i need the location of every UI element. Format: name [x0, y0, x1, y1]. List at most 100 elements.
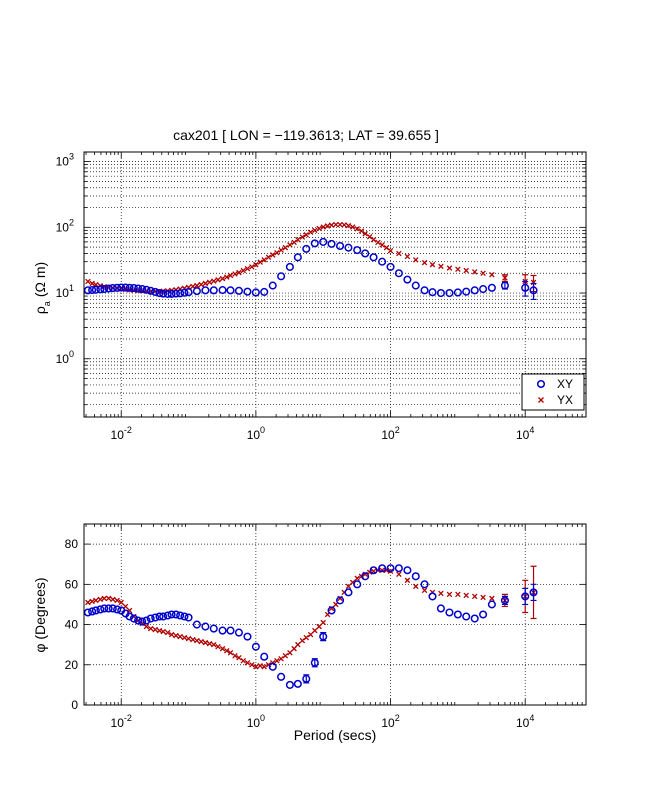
phase-yx-point	[463, 592, 469, 599]
phase-yx-point	[413, 583, 419, 590]
resistivity-yx-point	[404, 253, 411, 260]
resistivity-y-tick-label: 100	[56, 349, 74, 366]
resistivity-x-tick-label: 100	[247, 425, 265, 442]
resistivity-xy-point	[146, 286, 155, 295]
phase-yx-point	[396, 571, 402, 578]
phase-xy-point	[125, 612, 134, 621]
phase-yx-point	[278, 655, 284, 662]
resistivity-yx-point	[85, 278, 91, 285]
resistivity-xy-point	[180, 288, 189, 297]
phase-yx-point	[147, 625, 154, 632]
phase-y-tick-label: 20	[65, 658, 79, 672]
resistivity-xy-point	[529, 286, 538, 295]
resistivity-yx-point	[194, 282, 200, 289]
phase-xy-point	[369, 566, 378, 575]
phase-yx-point	[152, 626, 158, 633]
phase-yx-point	[224, 647, 230, 654]
resistivity-xy-point	[386, 262, 395, 271]
phase-xy-point	[100, 604, 109, 613]
phase-yx-point	[198, 638, 204, 645]
phase-yx-point	[261, 664, 267, 670]
phase-yx-point	[257, 663, 263, 669]
resistivity-xy-point	[209, 286, 218, 295]
resistivity-xy-point	[138, 285, 147, 294]
phase-xy-point	[453, 610, 462, 619]
legend: XY YX	[521, 373, 585, 411]
phase-xy-point	[411, 572, 420, 581]
resistivity-xy-point	[234, 286, 243, 295]
resistivity-xy-point	[108, 284, 117, 293]
resistivity-yx-point	[413, 257, 419, 263]
phase-data	[83, 564, 538, 689]
resistivity-yx-point	[227, 272, 234, 279]
resistivity-yx-point	[354, 226, 360, 232]
resistivity-yx-point	[219, 275, 226, 282]
resistivity-xy-point	[479, 285, 488, 294]
phase-xy-point	[470, 614, 479, 623]
resistivity-yx-point	[328, 222, 335, 228]
resistivity-yx-point	[278, 247, 284, 253]
resistivity-yx-point	[312, 227, 318, 234]
resistivity-yx-point	[261, 257, 267, 263]
phase-yx-point	[177, 633, 183, 640]
phase-yx-point	[93, 597, 99, 604]
resistivity-yx-point	[375, 239, 381, 246]
phase-xy-point	[251, 642, 260, 651]
resistivity-xy-point	[394, 269, 403, 278]
phase-xy-point	[104, 604, 113, 613]
phase-y-tick-labels: 0 20 40 60 80	[65, 537, 79, 712]
resistivity-yx-point	[396, 250, 402, 257]
phase-xy-point	[146, 614, 155, 623]
phase-yx-point	[320, 619, 326, 626]
resistivity-xy-point	[159, 289, 168, 298]
phase-xy-point	[462, 612, 471, 621]
phase-x-tick-label: 104	[516, 713, 534, 730]
rho-symbol: ρ	[32, 306, 48, 314]
phase-yx-point	[89, 598, 95, 605]
resistivity-yx-point	[345, 222, 352, 229]
resistivity-yx-point	[215, 277, 221, 283]
phase-xy-point	[201, 622, 210, 631]
phase-xy-point	[302, 674, 311, 683]
phase-grid	[84, 524, 586, 705]
phase-xy-point	[327, 606, 336, 615]
resistivity-yx-point	[240, 267, 247, 274]
phase-yx-point	[253, 664, 259, 670]
resistivity-yx-point	[446, 265, 453, 271]
phase-yx-point	[227, 649, 234, 656]
resistivity-yx-point	[383, 244, 390, 251]
resistivity-xy-point	[121, 283, 130, 292]
phase-xy-point	[108, 604, 117, 613]
legend-xy-label: XY	[557, 377, 573, 391]
phase-xy-point	[277, 672, 286, 681]
resistivity-xy-point	[277, 272, 286, 281]
resistivity-yx-point	[249, 264, 255, 270]
phase-xy-point	[192, 620, 201, 629]
resistivity-xy-point	[104, 284, 113, 293]
phase-yx-point	[194, 637, 200, 644]
phase-yx-point	[97, 596, 104, 603]
resistivity-yx-point	[269, 252, 276, 258]
phase-yx-point	[181, 634, 188, 641]
phase-xy-point	[260, 652, 269, 661]
phase-y-axis-label: φ (Degrees)	[32, 577, 48, 652]
phase-yx-point	[143, 623, 150, 630]
resistivity-yx-point	[455, 266, 461, 273]
resistivity-xy-point	[344, 243, 353, 252]
phase-xy-point	[394, 564, 403, 573]
resistivity-yx-point	[471, 269, 478, 275]
phase-xy-point	[386, 564, 395, 573]
resistivity-yx-point	[429, 261, 436, 268]
phase-xy-point	[361, 572, 370, 581]
resistivity-xy-point	[100, 285, 109, 294]
resistivity-y-tick-label: 102	[56, 217, 74, 234]
phase-yx-point	[438, 590, 444, 597]
phase-xy-point	[344, 588, 353, 597]
resistivity-xy-point	[268, 281, 277, 290]
resistivity-xy-point	[171, 289, 181, 298]
phase-x-tick-label: 102	[381, 713, 399, 730]
resistivity-xy-point	[192, 287, 201, 296]
resistivity-xy-point	[260, 287, 269, 296]
resistivity-xy-point	[125, 283, 134, 292]
